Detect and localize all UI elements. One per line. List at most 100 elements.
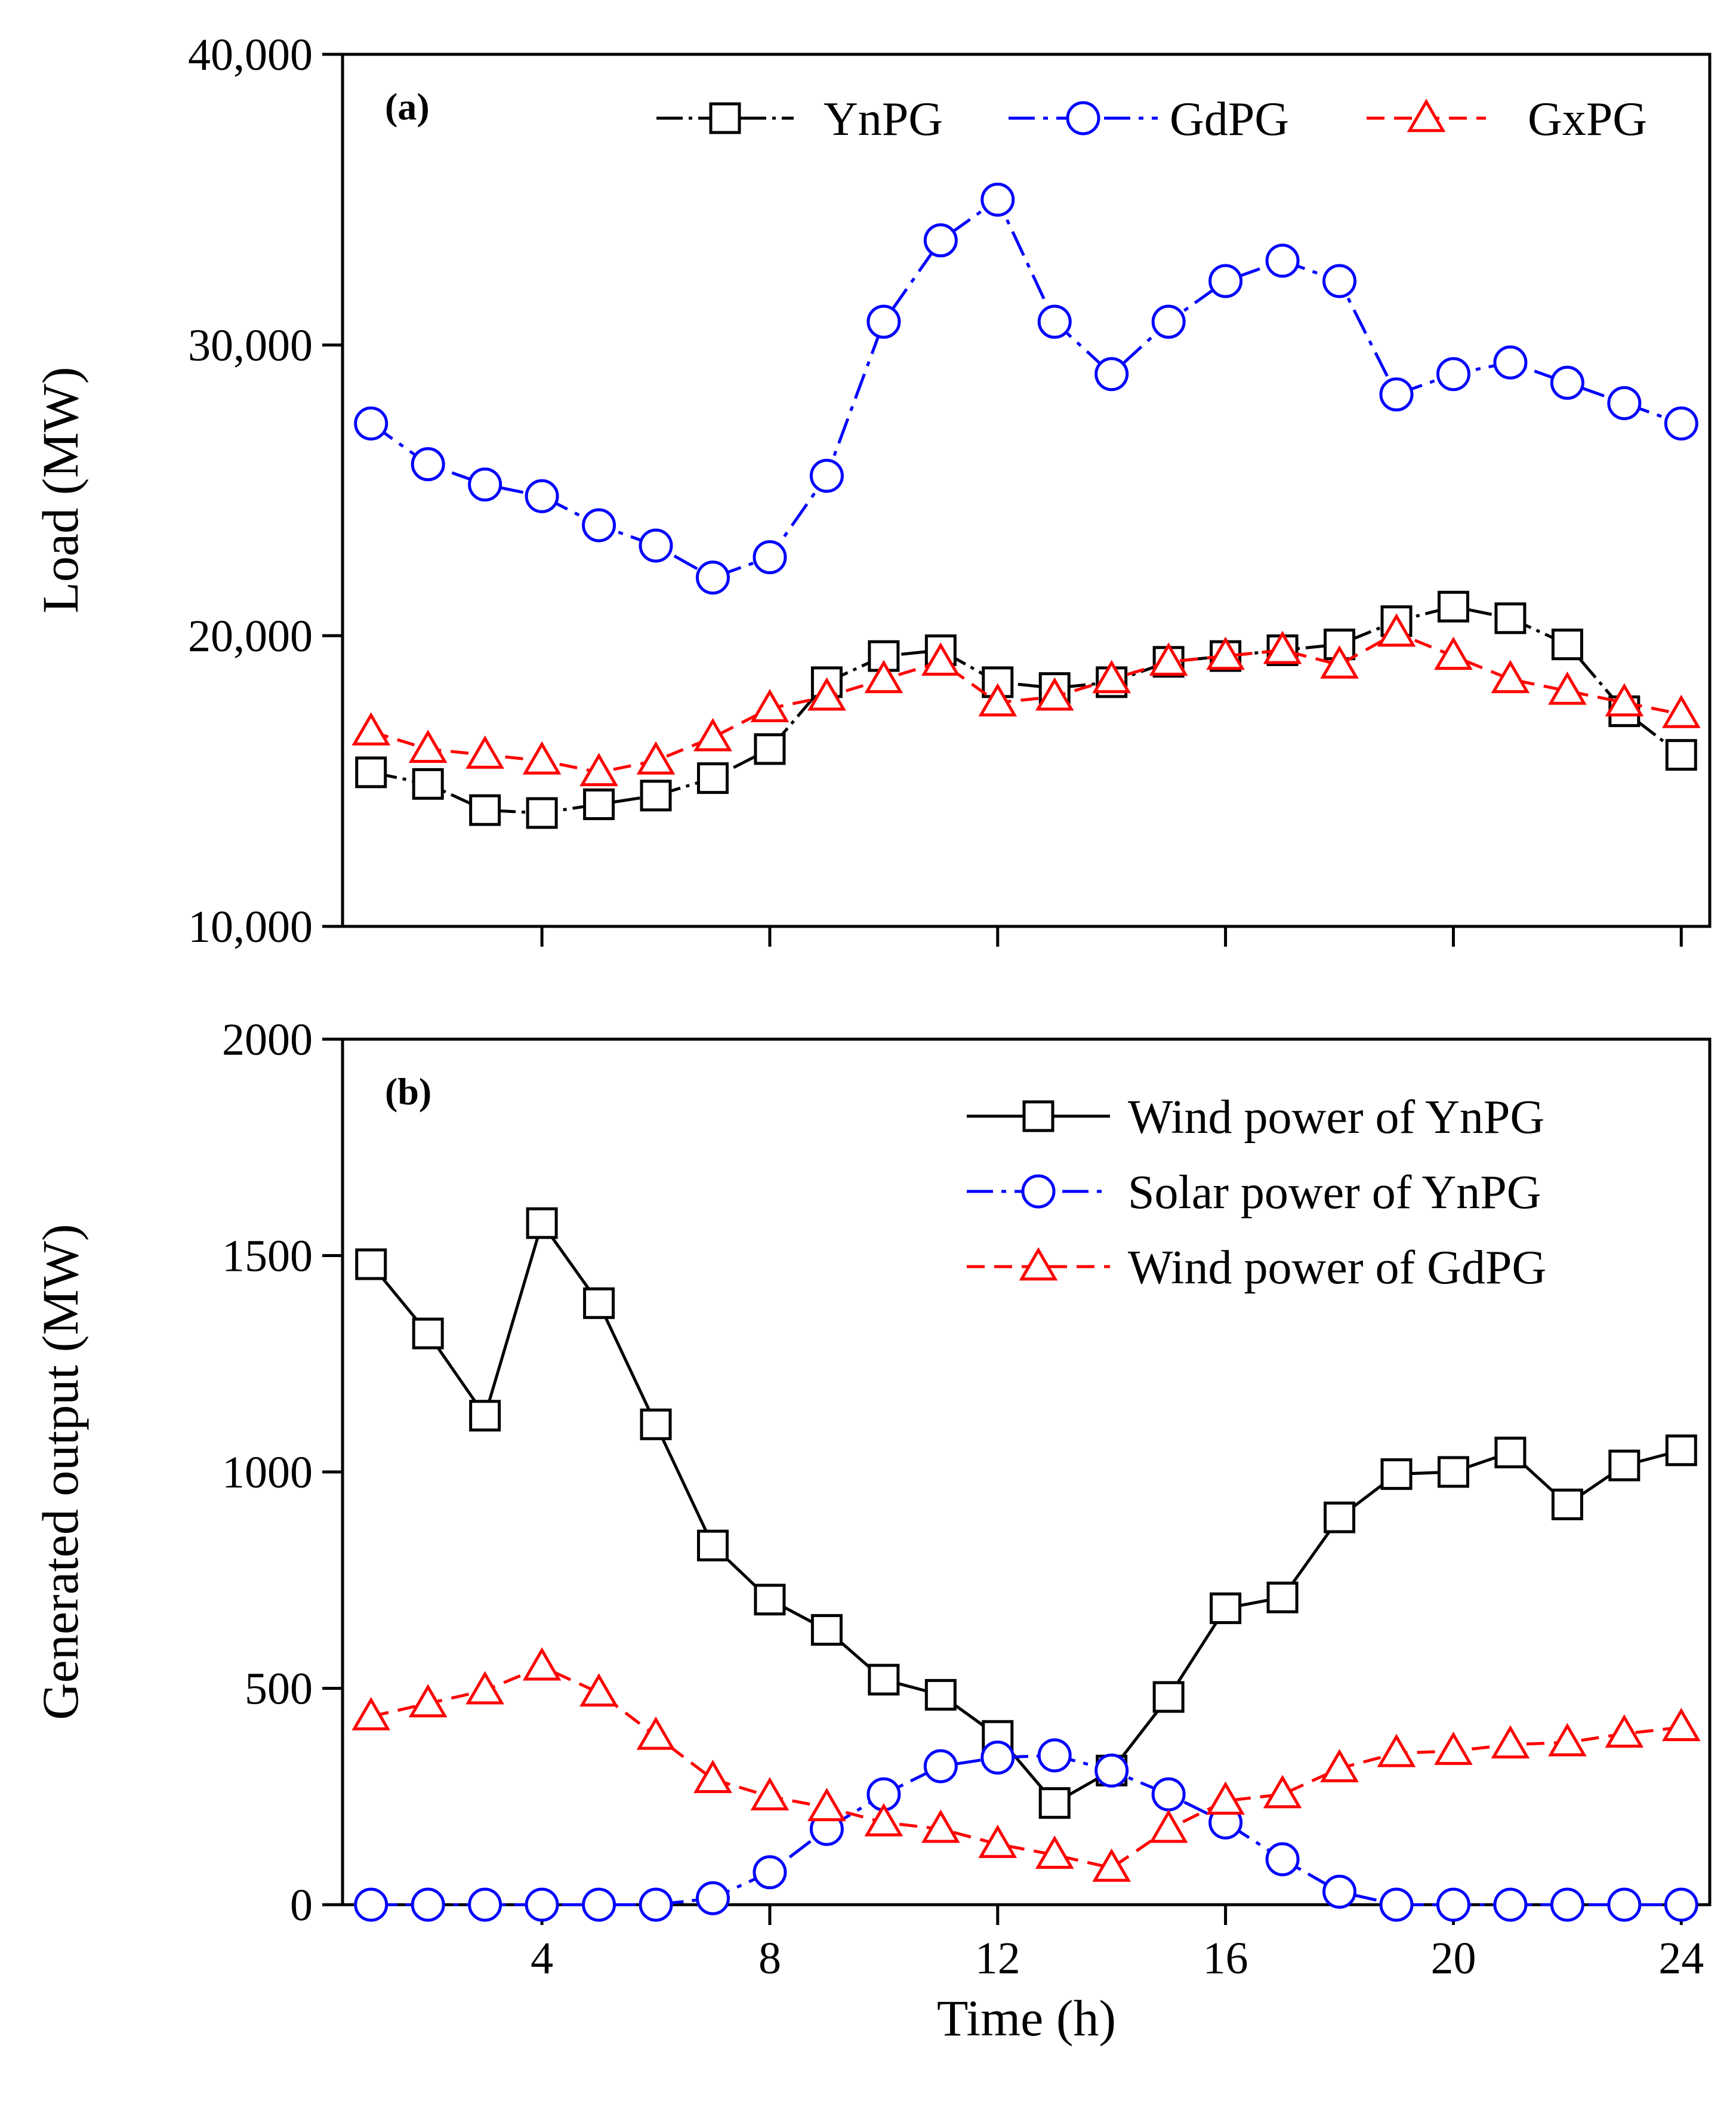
panel-b-series-1-point: [980, 1741, 1015, 1775]
panel-a-series-1-point: [1037, 304, 1072, 339]
panel-b-series-1-point: [923, 1749, 958, 1784]
panel-b-series-0-point: [1551, 1488, 1583, 1520]
panel-a-series-2-point: [1377, 613, 1416, 647]
panel-b-series-2-point: [1092, 1848, 1131, 1882]
panel-a-series-0-point: [412, 768, 444, 800]
panel-a-series-1-point: [411, 447, 445, 482]
panel-a-series-2-point: [693, 717, 732, 751]
panel-b-series-1-point: [1037, 1738, 1072, 1773]
panel-a-series-2-point: [1092, 660, 1131, 694]
panel-b-series-0-point: [1608, 1449, 1641, 1481]
panel-b-series-2-point: [408, 1684, 448, 1718]
panel-a-series: [351, 183, 1701, 829]
panel-b-legend-marker-2: [1019, 1247, 1058, 1281]
panel-b-series-1-point: [1436, 1887, 1470, 1922]
panel-a-series-1-point: [354, 406, 388, 441]
panel-b-series-1-point: [1379, 1887, 1414, 1922]
panel-b-series-1-point: [1493, 1887, 1528, 1922]
panel-b-series-2-point: [1263, 1775, 1302, 1809]
panel-a-series-1-point: [1607, 386, 1642, 420]
panel-b-series-1-point: [1265, 1842, 1300, 1877]
panel-b-series-2-point: [1605, 1714, 1644, 1748]
panel-a-series-2-point: [1035, 677, 1074, 711]
panel-b-series-line-0: [369, 1219, 1682, 1805]
panel-b-series-0-point: [868, 1664, 900, 1696]
panel-a-series-1-point: [1379, 377, 1414, 412]
panel-a-series-1-point: [980, 183, 1015, 217]
panel-b-legend-marker-0: [1022, 1100, 1054, 1132]
panel-b-series-1-point: [639, 1887, 673, 1922]
panel-b-legend-marker-1: [1021, 1174, 1056, 1209]
panel-b-series-line-2: [371, 1665, 1682, 1870]
panel-b-series-2-point: [1320, 1749, 1359, 1782]
panel-a-series-1-point: [525, 479, 559, 513]
panel-a-legend-marker-2: [1407, 98, 1446, 133]
panel-a-series-2-point: [864, 660, 904, 694]
panel-a-series-0-point: [1665, 739, 1697, 771]
panel-b-x-tick-label: 8: [758, 1933, 781, 1983]
panel-b-series-1-point: [695, 1881, 730, 1915]
panel-b-y-axis-title: Generated output (MW): [32, 1224, 89, 1720]
panel-a-series-2-point: [522, 741, 562, 775]
panel-b-series-0-point: [1665, 1434, 1697, 1467]
panel-a-series-2-point: [750, 689, 790, 722]
panel-b-x-tick-label: 24: [1658, 1933, 1704, 1983]
panel-a-series-2-point: [921, 642, 960, 676]
panel-a-series-2-point: [1605, 683, 1644, 717]
panel-b-series-1-point: [354, 1887, 388, 1922]
panel-a-series-2-point: [465, 735, 504, 769]
panel-b-series-0-point: [1380, 1458, 1413, 1490]
panel-b-x-tick-label: 20: [1430, 1933, 1476, 1983]
panel-b-y-tick-label: 1000: [222, 1447, 313, 1498]
panel-a-series-0-point: [640, 780, 672, 812]
panel-a-legend: YnPG GdPG GxPG: [656, 93, 1647, 146]
panel-b-series-2-point: [1206, 1781, 1245, 1815]
panel-b-series-2-point: [1434, 1732, 1473, 1765]
panel-a-plot-frame: [341, 53, 1712, 928]
panel-b-series-0-point: [754, 1584, 786, 1616]
panel-b-series-0-point: [526, 1207, 558, 1239]
panel-b-series-0-point: [1324, 1501, 1356, 1533]
panel-a-series-2-point: [351, 712, 391, 746]
panel-a-y-tick-label: 20,000: [188, 611, 313, 661]
panel-a-series-0-point: [583, 788, 615, 820]
panel-b-axes: 4 8 12 16 20 24 0 500 1000 1500 2000: [222, 1015, 1704, 1983]
panel-a-series-0-point: [696, 762, 729, 794]
panel-a-series-2-point: [1434, 636, 1473, 670]
panel-b-series-0-point: [1266, 1581, 1299, 1613]
panel-b-series-2-point: [636, 1716, 676, 1750]
panel-a-series-0-point: [526, 797, 558, 829]
panel-a-series-2-point: [1661, 694, 1701, 728]
panel-a-series-line-2: [370, 631, 1682, 774]
panel-b-series-1-point: [1607, 1887, 1642, 1922]
panel-a-series-0-point: [754, 733, 786, 765]
panel-b-series-2-point: [351, 1697, 391, 1730]
panel-a-series-1-point: [1493, 345, 1528, 380]
panel-a-series-1-point: [1208, 264, 1243, 298]
panel-a-legend-label-0: YnPG: [824, 93, 943, 146]
panel-a-legend-marker-0: [709, 102, 741, 134]
panel-a-series-line-0: [371, 605, 1682, 815]
panel-b-legend: Wind power of YnPG Solar power of YnPG Win…: [967, 1091, 1546, 1294]
panel-a-series-1-point: [695, 560, 730, 595]
panel-b-y-tick-label: 1500: [222, 1231, 313, 1282]
panel-a-legend-label-2: GxPG: [1528, 93, 1647, 146]
panel-b-legend-label-1: Solar power of YnPG: [1128, 1166, 1541, 1219]
panel-b-series-1-point: [468, 1887, 502, 1922]
panel-b-series-2-point: [864, 1803, 904, 1837]
panel-a-axes: 10,000 20,000 30,000 40,000: [188, 30, 1683, 952]
panel-a-series-1-point: [1151, 304, 1186, 339]
panel-b-series-0-point: [469, 1400, 501, 1432]
panel-b-series-0-point: [1437, 1456, 1469, 1488]
panel-a-label: (a): [385, 85, 430, 128]
panel-b-series-0-point: [1494, 1436, 1527, 1468]
panel-a-series-0-point: [469, 794, 501, 826]
panel-a-series-1-point: [753, 540, 787, 575]
panel-a-series-2-point: [807, 677, 846, 711]
panel-a-series-1-point: [1322, 264, 1357, 298]
panel-a-series-2-point: [1206, 636, 1245, 670]
panel-b-series-0-point: [640, 1408, 672, 1440]
panel-b-series-0-point: [1210, 1592, 1242, 1624]
panel-b-series-0-point: [1038, 1787, 1071, 1819]
